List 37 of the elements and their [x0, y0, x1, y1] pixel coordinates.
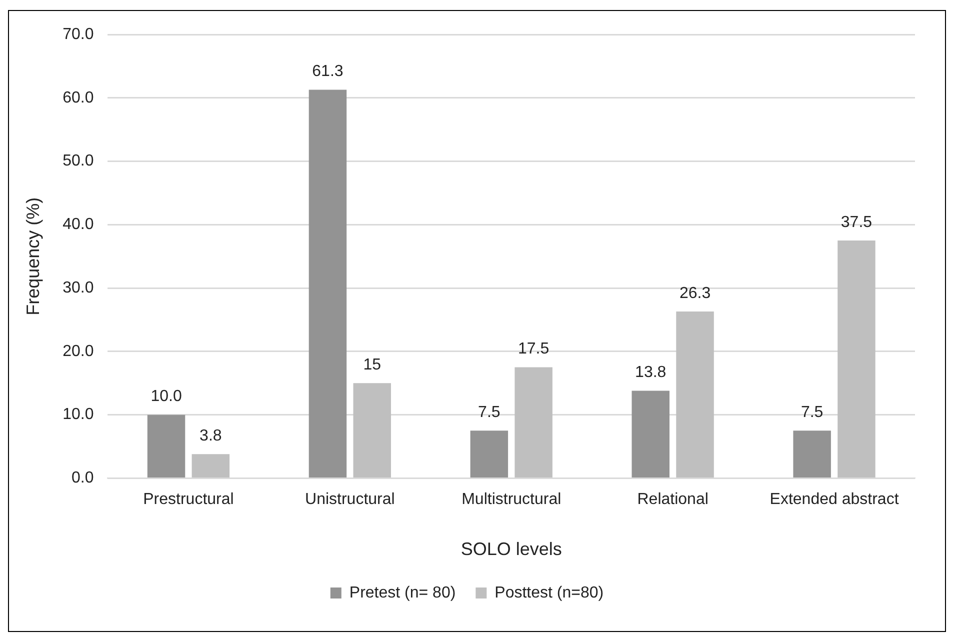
bar [514, 367, 552, 478]
bar [353, 383, 391, 478]
bar [793, 430, 831, 478]
x-axis-title: SOLO levels [460, 539, 562, 560]
data-label: 15 [363, 356, 382, 374]
x-tick-label: Relational [637, 491, 708, 508]
x-tick-label: Extended abstract [770, 491, 900, 508]
y-tick-label: 30.0 [62, 279, 94, 296]
y-tick-label: 20.0 [62, 342, 94, 360]
data-label: 10.0 [150, 388, 182, 406]
y-tick-label: 40.0 [62, 216, 94, 234]
data-label: 61.3 [312, 63, 344, 80]
data-label: 7.5 [478, 404, 500, 422]
bar [632, 390, 670, 478]
x-tick-label: Prestructural [143, 491, 234, 508]
y-tick-label: 60.0 [62, 89, 94, 106]
bar [470, 430, 508, 478]
y-axis-title: Frequency (%) [22, 197, 43, 316]
data-label: 7.5 [800, 404, 824, 422]
data-label: 17.5 [518, 340, 550, 358]
y-tick-label: 70.0 [62, 26, 94, 44]
bar [676, 312, 714, 478]
bar [147, 414, 186, 478]
data-label: 26.3 [679, 284, 711, 302]
data-label: 3.8 [200, 428, 222, 445]
x-tick-label: Multistructural [462, 491, 562, 508]
y-tick-label: 10.0 [62, 406, 94, 424]
bar [192, 454, 230, 478]
data-label: 13.8 [635, 364, 666, 382]
y-tick-label: 50.0 [62, 152, 94, 170]
bar [308, 90, 347, 478]
legend-label: Pretest (n= 80) [349, 584, 456, 602]
y-tick-label: 0.0 [71, 470, 94, 487]
bar [838, 240, 876, 478]
x-tick-label: Unistructural [305, 491, 395, 508]
legend-label: Posttest (n=80) [494, 584, 604, 602]
data-label: 37.5 [840, 214, 872, 231]
